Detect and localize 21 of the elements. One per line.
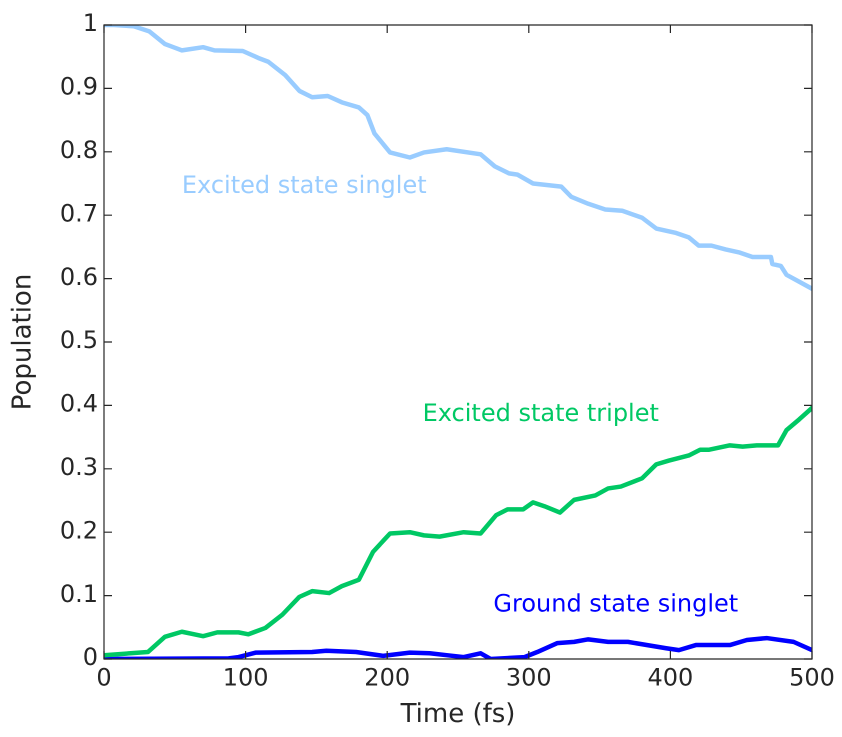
x-tick-label: 400 — [647, 664, 694, 692]
x-tick-label: 300 — [506, 664, 552, 692]
y-tick-label: 1 — [82, 9, 98, 38]
y-tick-label: 0.2 — [60, 516, 98, 544]
y-tick-label: 0.4 — [60, 390, 98, 418]
y-tick-label: 0.1 — [60, 580, 98, 608]
x-tick-label: 100 — [222, 664, 269, 692]
y-tick-label: 0.5 — [60, 326, 98, 354]
y-tick-label: 0 — [82, 643, 98, 672]
x-tick-label: 200 — [364, 664, 410, 692]
x-tick-label: 500 — [789, 664, 835, 692]
y-axis-title: Population — [7, 274, 38, 410]
y-tick-label: 0.7 — [60, 199, 98, 228]
series-label: Excited state singlet — [182, 170, 427, 199]
y-tick-label: 0.3 — [60, 453, 98, 482]
x-axis-title: Time (fs) — [400, 699, 516, 730]
y-tick-label: 0.6 — [60, 262, 98, 291]
y-tick-label: 0.9 — [60, 72, 98, 101]
series-label: Ground state singlet — [493, 589, 738, 618]
series-label: Excited state triplet — [422, 399, 659, 428]
y-tick-label: 0.8 — [60, 136, 98, 164]
